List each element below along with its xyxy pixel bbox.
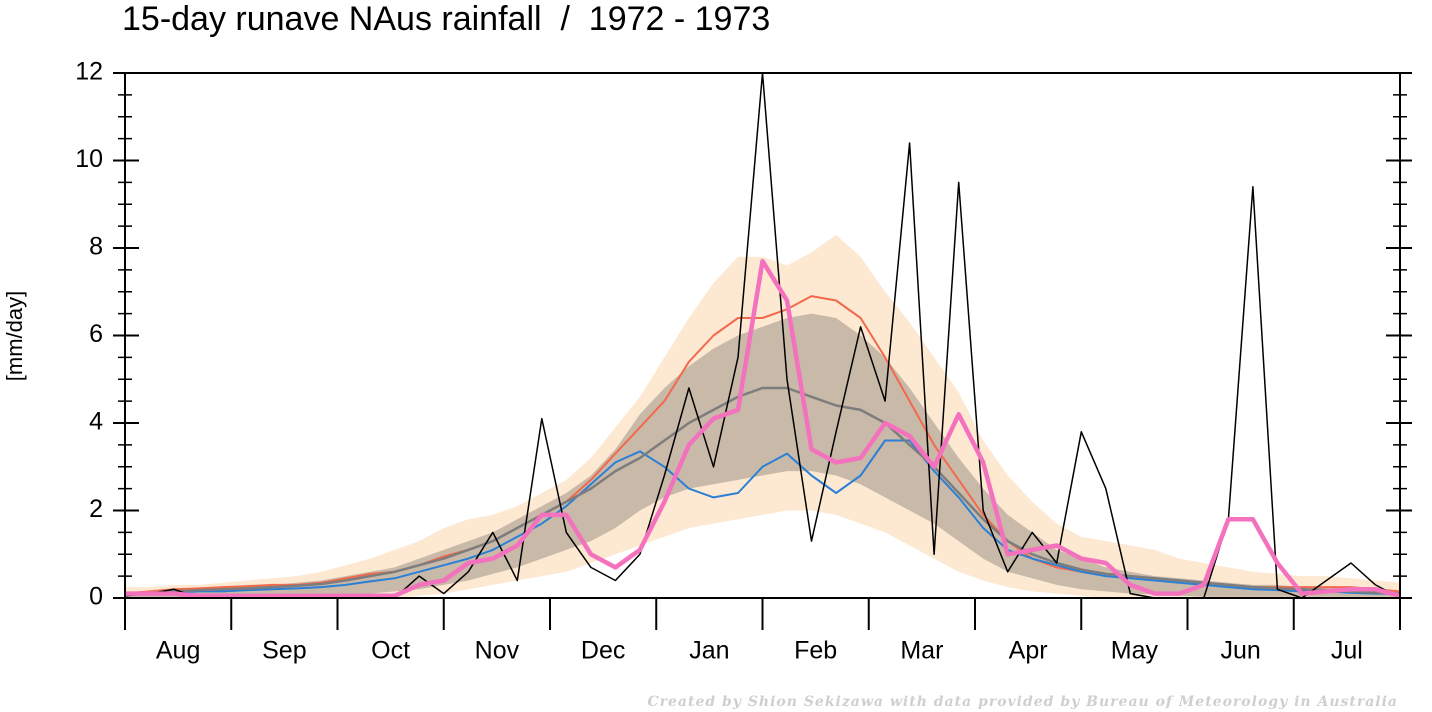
y-tick-label: 12 — [75, 58, 103, 86]
x-tick-label: Mar — [900, 637, 943, 665]
y-tick-label: 2 — [89, 495, 103, 523]
series-line — [125, 258, 1400, 598]
chart-title: 15-day runave NAus rainfall / 1972 - 197… — [122, 0, 770, 38]
x-tick-label: Dec — [581, 637, 625, 665]
y-tick-label: 8 — [89, 233, 103, 261]
y-tick-label: 4 — [89, 408, 103, 436]
series-line — [125, 439, 1400, 595]
x-tick-label: Oct — [371, 637, 410, 665]
y-axis-label: [mm/day] — [2, 291, 27, 381]
series-line — [125, 386, 1400, 595]
x-tick-label: May — [1111, 637, 1159, 665]
axes: 0 2 4 6 8 10 12 Aug Sep Oct Nov Dec Jan Feb Mar Apr May J… — [75, 58, 1412, 665]
x-tick-label: Jul — [1331, 637, 1363, 665]
range-band — [125, 313, 1400, 598]
plot-area — [125, 73, 1400, 598]
x-tick-label: Jun — [1220, 637, 1260, 665]
footnote: Created by Shion Sekizawa with data prov… — [647, 694, 1398, 710]
y-tick-label: 6 — [89, 320, 103, 348]
x-tick-label: Feb — [794, 637, 837, 665]
x-tick-label: Nov — [475, 637, 520, 665]
y-tick-label: 0 — [89, 583, 103, 611]
y-tick-label: 10 — [75, 145, 103, 173]
x-tick-label: Jan — [689, 637, 729, 665]
x-tick-label: Apr — [1009, 637, 1048, 665]
x-tick-label: Sep — [262, 637, 306, 665]
x-tick-label: Aug — [156, 637, 200, 665]
